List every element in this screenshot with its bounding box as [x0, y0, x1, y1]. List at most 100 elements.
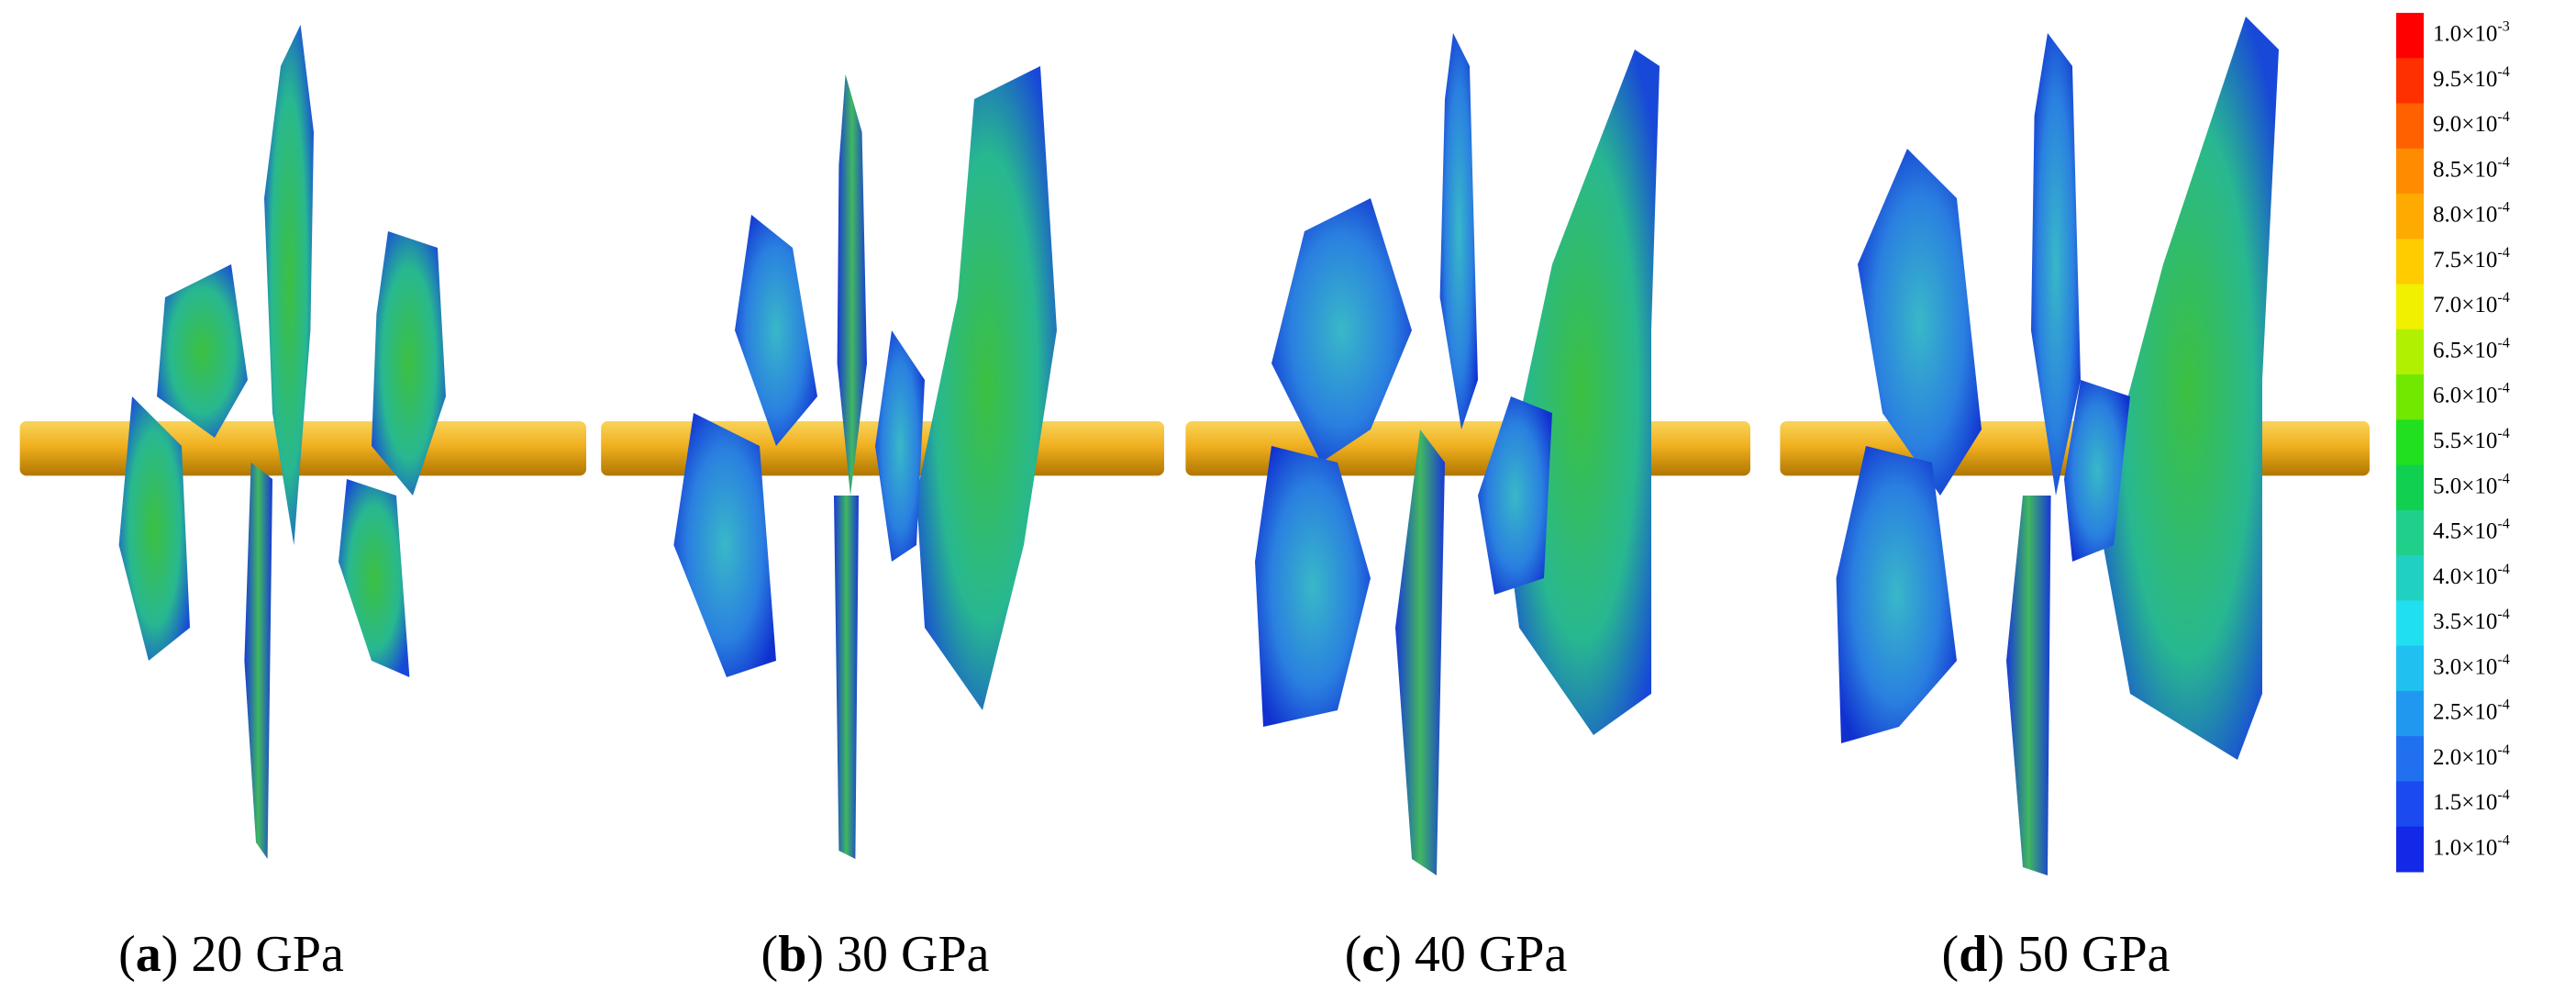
caption-open: (: [1345, 926, 1362, 983]
label-exp: -4: [2497, 109, 2509, 125]
colorbar-band: [2396, 58, 2424, 105]
colorbar-label: 3.5×10-4: [2433, 607, 2510, 634]
colorbar-label: 1.5×10-4: [2433, 787, 2510, 815]
label-base: 6.0×10: [2433, 383, 2497, 407]
caption-open: (: [761, 926, 779, 983]
colorbar-label: 5.0×10-4: [2433, 471, 2510, 498]
colorbar-label: 4.5×10-4: [2433, 516, 2510, 543]
label-exp: -4: [2497, 380, 2509, 396]
label-exp: -4: [2497, 426, 2509, 441]
caption-letter: b: [778, 926, 806, 983]
colorbar-label: 7.5×10-4: [2433, 245, 2510, 273]
colorbar-band: [2396, 464, 2424, 511]
colorbar-label: 2.5×10-4: [2433, 697, 2510, 724]
colorbar-label: 4.0×10-4: [2433, 561, 2510, 588]
colorbar-band: [2396, 284, 2424, 330]
panel-caption: (d) 50 GPa: [1942, 926, 2171, 983]
label-exp: -4: [2497, 742, 2509, 758]
simulation-images: [19, 17, 2370, 875]
label-exp: -4: [2497, 652, 2509, 667]
colorbar-band: [2396, 555, 2424, 601]
colorbar-label: 8.0×10-4: [2433, 199, 2510, 227]
colorbar-band: [2396, 419, 2424, 466]
colorbar-band: [2396, 13, 2424, 59]
fractures-d: [1836, 17, 2279, 875]
colorbar-band: [2396, 645, 2424, 692]
colorbar-band: [2396, 690, 2424, 737]
colorbar-label: 6.0×10-4: [2433, 380, 2510, 407]
label-base: 3.5×10: [2433, 609, 2497, 634]
caption-text: 50 GPa: [2017, 926, 2171, 983]
label-exp: -4: [2497, 199, 2509, 215]
label-base: 7.0×10: [2433, 293, 2497, 318]
label-exp: -4: [2497, 335, 2509, 351]
label-base: 4.0×10: [2433, 564, 2497, 589]
label-base: 9.0×10: [2433, 112, 2497, 137]
colorbar-label: 3.0×10-4: [2433, 652, 2510, 679]
colorbar-label: 7.0×10-4: [2433, 290, 2510, 318]
label-base: 6.5×10: [2433, 338, 2497, 362]
colorbar-label: 9.0×10-4: [2433, 109, 2510, 137]
caption-letter: d: [1959, 926, 1987, 983]
caption-close: ): [1987, 926, 2004, 983]
label-base: 5.0×10: [2433, 474, 2497, 498]
label-exp: -4: [2497, 154, 2509, 170]
colorbar-band: [2396, 600, 2424, 647]
colorbar-band: [2396, 374, 2424, 420]
colorbar-band: [2396, 148, 2424, 195]
colorbar-label: 9.5×10-4: [2433, 64, 2510, 92]
captions: (a) 20 GPa (b) 30 GPa (c) 40 GPa (d) 50 GPa: [118, 926, 2170, 983]
label-exp: -4: [2497, 64, 2509, 80]
colorbar-label: 1.0×10-3: [2433, 18, 2510, 46]
colorbar-band: [2396, 194, 2424, 240]
label-base: 3.0×10: [2433, 654, 2497, 679]
label-base: 8.0×10: [2433, 202, 2497, 227]
panel-caption: (b) 30 GPa: [761, 926, 990, 983]
colorbar-label: 6.5×10-4: [2433, 335, 2510, 362]
label-exp: -4: [2497, 290, 2509, 306]
caption-open: (: [1942, 926, 1960, 983]
colorbar-label: 5.5×10-4: [2433, 426, 2510, 453]
caption-letter: c: [1361, 926, 1384, 983]
caption-text: 20 GPa: [191, 926, 344, 983]
panel-caption: (c) 40 GPa: [1345, 926, 1568, 983]
caption-text: 40 GPa: [1415, 926, 1568, 983]
colorbar-label: 8.5×10-4: [2433, 154, 2510, 182]
colorbar-band: [2396, 329, 2424, 375]
label-base: 1.0×10: [2433, 21, 2497, 46]
label-exp: -4: [2497, 787, 2509, 803]
caption-letter: a: [136, 926, 161, 983]
label-exp: -4: [2497, 697, 2509, 712]
label-exp: -3: [2497, 18, 2509, 34]
caption-close: ): [1384, 926, 1402, 983]
label-base: 2.5×10: [2433, 699, 2497, 724]
label-exp: -4: [2497, 561, 2509, 576]
colorbar-label: 2.0×10-4: [2433, 742, 2510, 770]
colorbar-band: [2396, 826, 2424, 873]
label-base: 1.5×10: [2433, 790, 2497, 815]
label-base: 4.5×10: [2433, 518, 2497, 543]
caption-close: ): [806, 926, 824, 983]
colorbar-band: [2396, 103, 2424, 150]
colorbar: 1.0×10-39.5×10-49.0×10-48.5×10-48.0×10-4…: [2396, 13, 2510, 873]
colorbar-band: [2396, 239, 2424, 285]
colorbar-band: [2396, 509, 2424, 556]
label-exp: -4: [2497, 607, 2509, 622]
fractures-a: [118, 25, 446, 859]
label-base: 5.5×10: [2433, 429, 2497, 453]
label-exp: -4: [2497, 832, 2509, 848]
label-base: 1.0×10: [2433, 835, 2497, 860]
label-exp: -4: [2497, 245, 2509, 261]
panel-caption: (a) 20 GPa: [118, 926, 344, 983]
label-base: 8.5×10: [2433, 157, 2497, 182]
caption-text: 30 GPa: [837, 926, 990, 983]
label-base: 7.5×10: [2433, 248, 2497, 273]
colorbar-label: 1.0×10-4: [2433, 832, 2510, 860]
caption-open: (: [118, 926, 136, 983]
caption-close: ): [161, 926, 179, 983]
label-base: 9.5×10: [2433, 67, 2497, 92]
label-exp: -4: [2497, 471, 2509, 486]
label-exp: -4: [2497, 516, 2509, 531]
fractures-b: [673, 66, 1057, 859]
